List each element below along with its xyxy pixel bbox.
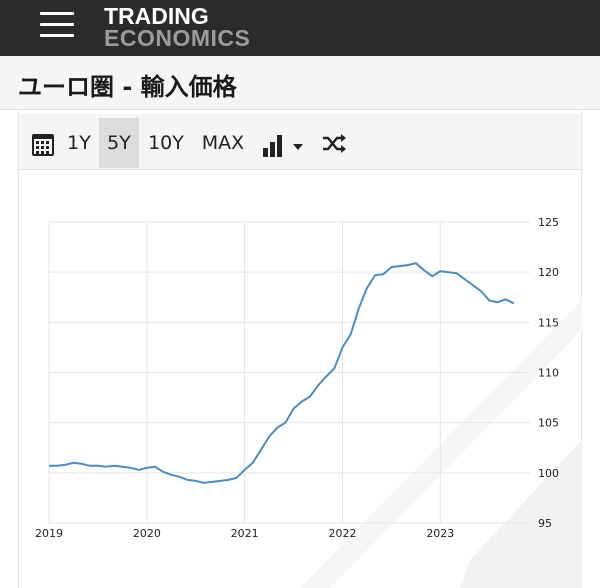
series-points — [48, 263, 514, 483]
y-tick-label: 110 — [538, 367, 559, 380]
logo-line-2: ECONOMICS — [104, 25, 251, 51]
range-1y-button[interactable]: 1Y — [67, 132, 91, 154]
x-tick-label: 2022 — [328, 527, 356, 540]
logo-line-1: TRADING — [104, 3, 209, 29]
y-tick-label: 120 — [538, 266, 559, 279]
chart-grid — [48, 221, 530, 524]
y-tick-label: 115 — [538, 316, 559, 329]
y-tick-label: 125 — [538, 216, 559, 229]
range-5y-button[interactable]: 5Y — [99, 118, 139, 168]
logo[interactable]: TRADING ECONOMICS — [104, 3, 251, 51]
range-10y-button[interactable]: 10Y — [148, 132, 184, 154]
compare-button[interactable] — [319, 118, 349, 168]
hamburger-icon[interactable] — [40, 11, 74, 39]
y-tick-label: 105 — [538, 417, 559, 430]
x-axis: 2019 2020 2021 2022 2023 — [35, 527, 454, 540]
x-tick-label: 2019 — [35, 527, 63, 540]
chart-type-button[interactable] — [259, 118, 311, 168]
y-axis: 125 120 115 110 105 100 95 — [538, 216, 559, 530]
calendar-icon — [32, 134, 54, 156]
bar-chart-icon — [263, 135, 303, 157]
watermark-shape — [460, 440, 582, 588]
series-line — [49, 262, 515, 484]
y-tick-label: 100 — [538, 467, 559, 480]
x-tick-label: 2023 — [426, 527, 454, 540]
caret-down-icon — [293, 144, 303, 150]
top-navbar: TRADING ECONOMICS — [0, 0, 600, 56]
calendar-button[interactable] — [23, 118, 59, 168]
y-tick-label: 95 — [538, 517, 552, 530]
x-tick-label: 2021 — [231, 527, 259, 540]
chart-toolbar: 1Y 5Y 10Y MAX — [19, 114, 581, 170]
title-bar: ユーロ圏 - 輸入価格 — [0, 56, 600, 110]
chart-panel: 1Y 5Y 10Y MAX — [18, 110, 582, 588]
shuffle-icon — [323, 134, 346, 153]
x-tick-label: 2020 — [133, 527, 161, 540]
page-title: ユーロ圏 - 輸入価格 — [18, 73, 237, 101]
range-max-button[interactable]: MAX — [201, 132, 245, 154]
